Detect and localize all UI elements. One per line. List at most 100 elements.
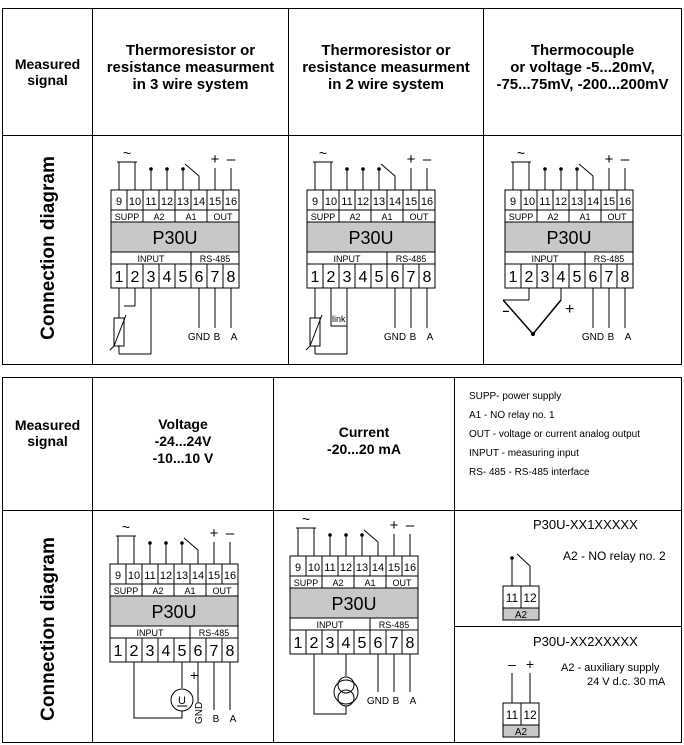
- thermocouple: [503, 299, 562, 336]
- a-label: A: [625, 332, 632, 343]
- bottom-terminal-number: 8: [621, 269, 630, 286]
- variant-1-title: P30U-XX1XXXXX: [533, 517, 638, 532]
- gnd-label: GND: [367, 696, 389, 707]
- top-group-label: SUPP: [294, 578, 319, 588]
- bottom-terminal-number: 4: [342, 635, 351, 652]
- bottom-terminal-number: 8: [226, 643, 235, 660]
- input-wire: [313, 654, 347, 715]
- bottom-terminal-number: 6: [374, 635, 383, 652]
- gnd-label: GND: [194, 702, 205, 724]
- mini-label: A2: [515, 610, 528, 621]
- relay-contact: [360, 533, 364, 537]
- bottom-terminal-number: 5: [358, 635, 367, 652]
- ac-symbol: ~: [122, 519, 130, 535]
- top-group-label: A1: [364, 578, 375, 588]
- plus-sign: +: [190, 667, 198, 683]
- relay-contact: [181, 167, 185, 171]
- bottom-terminal-number: 4: [163, 269, 172, 286]
- top-terminal-number: 15: [209, 196, 221, 208]
- relay-switch: [363, 529, 379, 543]
- bottom-terminal-number: 6: [194, 643, 203, 660]
- top-terminal-number: 16: [619, 196, 631, 208]
- device-body: [289, 587, 419, 619]
- mini-label-box: [502, 607, 540, 621]
- b-label: B: [213, 714, 220, 725]
- mini-terminal-number: 12: [523, 708, 537, 722]
- top-group-label: A2: [349, 212, 360, 222]
- connection-diagram-label: Connection diagram: [38, 156, 59, 340]
- current-source-ring: [337, 676, 355, 694]
- top-terminal-number: 11: [145, 196, 156, 208]
- bottom-terminal-number: 6: [589, 269, 598, 286]
- top-terminal-number: 15: [405, 196, 417, 208]
- top-terminal-number: 14: [389, 196, 401, 208]
- gnd-label: GND: [384, 332, 406, 343]
- top-table: Measured signal Thermoresistor or resist…: [2, 8, 682, 365]
- b-label: B: [608, 332, 615, 343]
- relay-switch: [183, 537, 199, 551]
- column-header-2wire: Thermoresistor or resistance measurment …: [302, 41, 470, 93]
- minus-sign: –: [503, 300, 509, 320]
- top-terminal-number: 9: [116, 196, 122, 208]
- top-terminal-number: 12: [161, 196, 173, 208]
- relay-switch: [380, 163, 396, 177]
- plus-sign: +: [605, 151, 614, 168]
- relay-contact: [164, 541, 168, 545]
- top-terminal-number: 10: [128, 570, 140, 582]
- plus-sign: +: [390, 517, 399, 534]
- top-terminal-number: 14: [192, 570, 204, 582]
- bottom-terminal-number: 1: [114, 643, 123, 660]
- bottom-group-label: RS-485: [199, 628, 230, 638]
- top-terminal-number: 16: [224, 570, 236, 582]
- plus-sign: +: [210, 525, 219, 542]
- top-terminal-number: 12: [160, 570, 172, 582]
- input-wire: [133, 662, 183, 719]
- device-name: P30U: [348, 228, 393, 248]
- bottom-terminal-number: 7: [390, 635, 399, 652]
- bottom-terminal-number: 7: [407, 269, 416, 286]
- bottom-terminal-number: 5: [573, 269, 582, 286]
- top-group-label: OUT: [213, 586, 233, 596]
- top-terminal-number: 13: [373, 196, 385, 208]
- bottom-terminal-number: 2: [131, 269, 140, 286]
- bottom-terminal-number: 5: [178, 643, 187, 660]
- minus-sign: –: [227, 151, 236, 168]
- bottom-terminal-number: 3: [146, 643, 155, 660]
- mini-label: A2: [515, 727, 528, 738]
- device-body: [109, 595, 239, 627]
- a-label: A: [427, 332, 434, 343]
- column-header-current: Current -20...20 mA: [327, 424, 401, 457]
- variant-1-desc: A2 - NO relay no. 2: [563, 549, 666, 563]
- bottom-group-label: RS-485: [200, 254, 231, 264]
- ac-symbol: ~: [319, 145, 327, 161]
- measured-signal-label-2: Measured signal: [14, 417, 81, 449]
- bottom-terminal-number: 4: [162, 643, 171, 660]
- minus-sign: –: [226, 525, 235, 542]
- top-terminal-number: 13: [356, 562, 368, 574]
- top-group-label: A2: [152, 586, 163, 596]
- bottom-terminal-number: 7: [605, 269, 614, 286]
- top-group-label: A1: [381, 212, 392, 222]
- legend-item: INPUT - measuring input: [469, 448, 579, 459]
- bottom-terminal-number: 1: [115, 269, 124, 286]
- bottom-terminal-number: 2: [525, 269, 534, 286]
- bottom-terminal-number: 6: [391, 269, 400, 286]
- top-group-label: A1: [184, 586, 195, 596]
- top-terminal-number: 12: [357, 196, 369, 208]
- top-group-label: A2: [547, 212, 558, 222]
- mini-label-box: [502, 724, 540, 738]
- top-group-label: OUT: [393, 578, 413, 588]
- bottom-terminal-number: 2: [130, 643, 139, 660]
- b-label: B: [393, 696, 400, 707]
- bottom-group-label: INPUT: [532, 254, 560, 264]
- plus-sign: +: [211, 151, 220, 168]
- relay-contact: [328, 533, 332, 537]
- minus-sign: –: [406, 517, 415, 534]
- relay-contact: [165, 167, 169, 171]
- plus-sign: +: [407, 151, 416, 168]
- bottom-terminal-number: 8: [423, 269, 432, 286]
- voltage-source-label: U: [178, 695, 186, 707]
